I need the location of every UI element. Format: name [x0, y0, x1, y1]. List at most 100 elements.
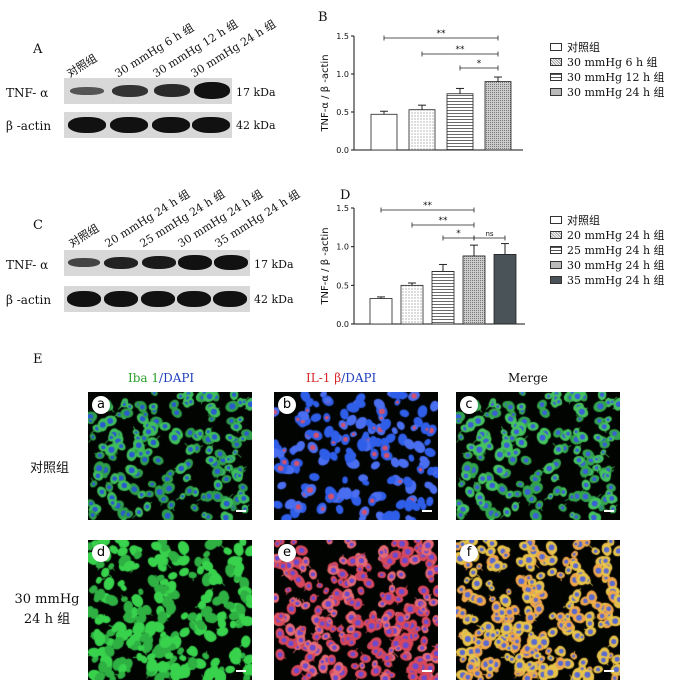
significance-label: * [477, 59, 482, 69]
scale-bar [236, 670, 246, 672]
legend-swatch [550, 260, 562, 269]
legend-d: 对照组 20 mmHg 24 h 组 25 mmHg 24 h 组 30 mmH… [550, 212, 665, 287]
bar [370, 113, 398, 151]
significance-label: ** [456, 45, 466, 55]
blot-band [178, 255, 212, 270]
col-header-part: /DAPI [341, 371, 377, 385]
panel-c-row-label-tnf: TNF- α [6, 258, 49, 272]
y-tick-label: 1.0 [336, 70, 349, 79]
blot-band [110, 117, 148, 133]
panel-a-col-label: 对照组 [64, 51, 100, 81]
sub-label: e [278, 544, 296, 562]
legend-b: 对照组 30 mmHg 6 h 组 30 mmHg 12 h 组 30 mmHg… [550, 39, 665, 99]
panel-a-row-label-tnf: TNF- α [6, 86, 49, 100]
micrograph-texture [88, 540, 252, 680]
significance-label: ns [485, 230, 493, 238]
blot-band [213, 291, 247, 307]
micrograph-f: f [456, 540, 620, 680]
legend-item: 30 mmHg 24 h 组 [550, 257, 665, 272]
blot-band [70, 87, 104, 95]
scale-bar [422, 670, 432, 672]
legend-item: 35 mmHg 24 h 组 [550, 272, 665, 287]
legend-label: 20 mmHg 24 h 组 [567, 228, 665, 242]
legend-item: 25 mmHg 24 h 组 [550, 242, 665, 257]
scale-bar [236, 510, 246, 512]
significance-label: ** [437, 29, 447, 39]
legend-item: 对照组 [550, 212, 665, 227]
panel-a-blot-actin [64, 112, 232, 138]
legend-label: 30 mmHg 6 h 组 [567, 55, 658, 69]
y-axis-label: TNF-α / β -actin [320, 227, 331, 305]
significance-label: ** [423, 201, 433, 211]
col-header-part: IL-1 β [306, 371, 342, 385]
bar [400, 284, 424, 325]
panel-c-col-label: 对照组 [66, 221, 102, 251]
micrograph-texture [274, 540, 438, 680]
legend-item: 30 mmHg 24 h 组 [550, 84, 665, 99]
panel-d-letter: D [340, 188, 351, 203]
blot-band [214, 255, 248, 270]
bar [462, 255, 486, 325]
scale-bar [604, 670, 614, 672]
y-tick-label: 0.5 [336, 108, 349, 117]
blot-band [67, 291, 101, 307]
bar [484, 81, 512, 151]
row-label-control: 对照组 [30, 461, 70, 476]
panel-c-blot-tnf [64, 250, 250, 276]
micrograph-d: d [88, 540, 252, 680]
legend-item: 30 mmHg 6 h 组 [550, 54, 665, 69]
legend-swatch [550, 230, 562, 239]
micrograph-b: b [274, 392, 438, 520]
blot-band [68, 117, 106, 133]
micrograph-c: c [456, 392, 620, 520]
y-tick-label: 0.0 [336, 146, 349, 155]
legend-item: 对照组 [550, 39, 665, 54]
micrograph-a: a [88, 392, 252, 520]
bar [446, 93, 474, 151]
blot-band [154, 84, 190, 97]
legend-swatch [550, 87, 562, 96]
scale-bar [422, 510, 432, 512]
bar [431, 271, 455, 325]
blot-band [192, 117, 230, 133]
col-header-part: Iba 1 [128, 371, 160, 385]
blot-band [141, 291, 175, 307]
bar [493, 254, 517, 325]
legend-label: 30 mmHg 24 h 组 [567, 85, 665, 99]
panel-c-kda-actin: 42 kDa [254, 293, 294, 306]
micrograph-texture [88, 392, 252, 520]
blot-band [104, 257, 138, 269]
legend-swatch [550, 245, 562, 254]
blot-band [152, 117, 190, 133]
blot-band [68, 258, 100, 267]
panel-c-kda-tnf: 17 kDa [254, 258, 294, 271]
panel-c-letter: C [33, 218, 43, 233]
col-header-il1b: IL-1 β/DAPI [306, 371, 376, 385]
col-header-part: Merge [508, 371, 548, 385]
col-header-iba1: Iba 1/DAPI [128, 371, 194, 385]
significance-label: ** [439, 216, 449, 226]
legend-label: 30 mmHg 24 h 组 [567, 258, 665, 272]
panel-c-blot-actin [64, 286, 250, 312]
col-header-merge: Merge [508, 371, 548, 385]
legend-swatch [550, 215, 562, 224]
panel-c-row-label-actin: β -actin [6, 293, 52, 307]
y-tick-label: 1.0 [336, 243, 349, 252]
blot-band [104, 291, 138, 307]
legend-label: 30 mmHg 12 h 组 [567, 70, 665, 84]
y-axis-label: TNF-α / β -actin [320, 54, 331, 132]
col-header-part: /DAPI [159, 371, 195, 385]
legend-swatch [550, 275, 562, 284]
panel-a-kda-actin: 42 kDa [236, 119, 276, 132]
panel-a-kda-tnf: 17 kDa [236, 86, 276, 99]
row-label-30mmhg: 30 mmHg 24 h 组 [14, 592, 80, 627]
panel-b-letter: B [318, 10, 328, 25]
legend-swatch [550, 72, 562, 81]
blot-band [112, 85, 148, 97]
micrograph-texture [456, 392, 620, 520]
legend-label: 35 mmHg 24 h 组 [567, 273, 665, 287]
bar [408, 109, 436, 151]
y-tick-label: 1.5 [336, 32, 349, 41]
